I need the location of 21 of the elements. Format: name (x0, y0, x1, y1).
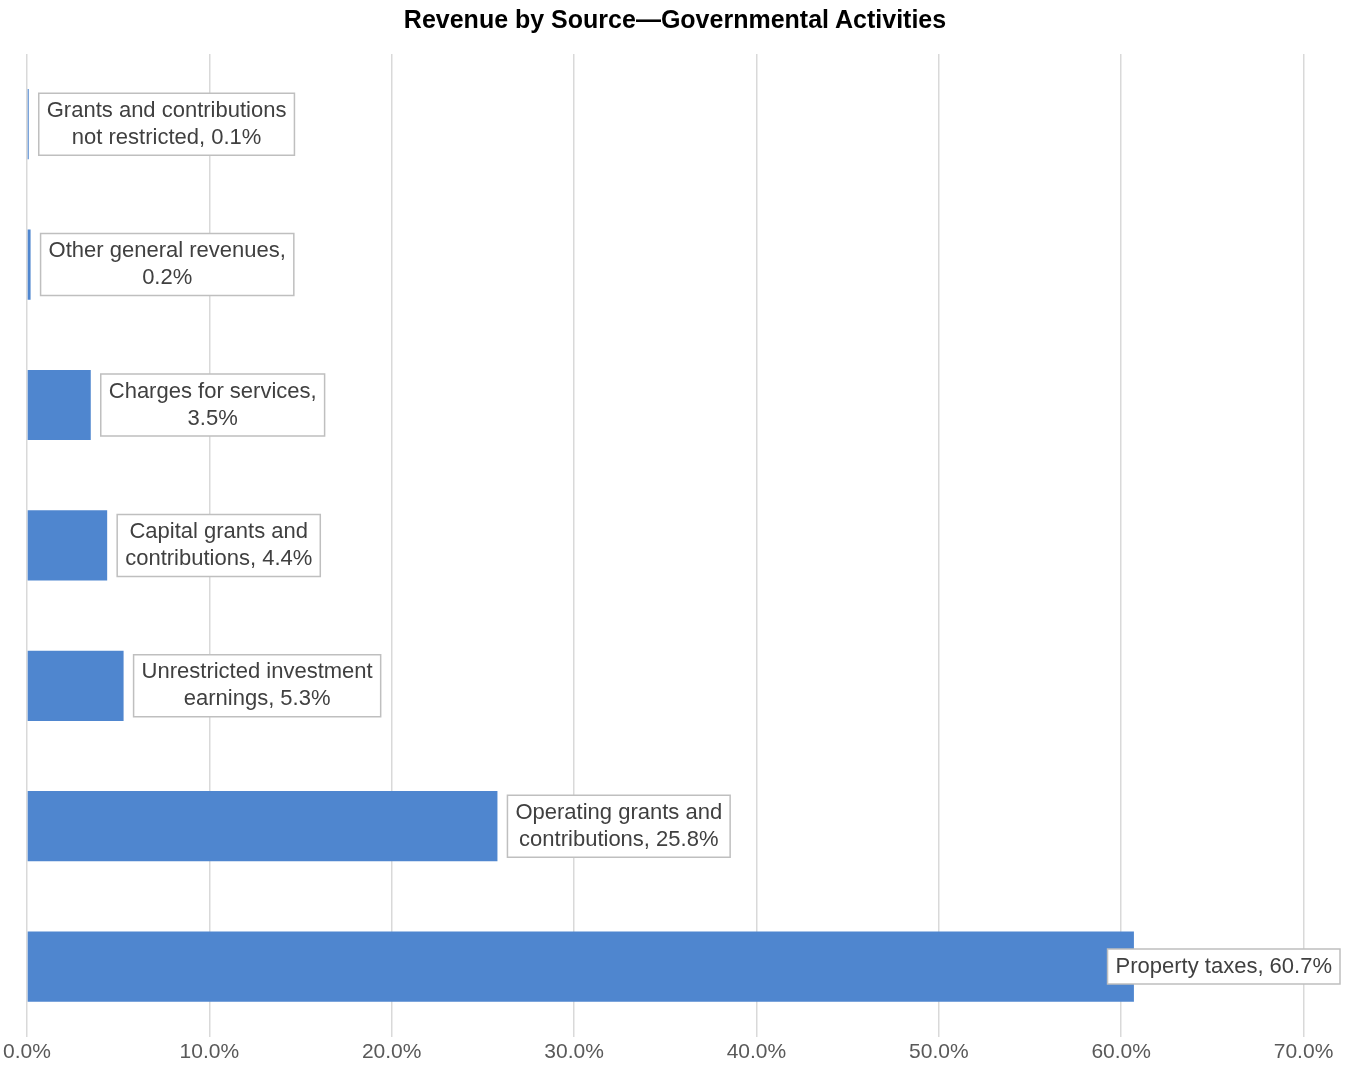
data-label: Charges for services, 3.5% (108, 377, 317, 430)
data-label: Other general revenues, 0.2% (48, 237, 286, 290)
chart-title: Revenue by Source—Governmental Activities (403, 4, 947, 33)
data-label: Operating grants and contributions, 25.8% (515, 798, 723, 851)
data-label: Grants and contributions not restricted, 0.1% (46, 96, 287, 149)
x-tick-label: 70.0% (1273, 1039, 1334, 1063)
x-tick-label: 40.0% (726, 1039, 787, 1063)
bar (27, 791, 498, 862)
bar (27, 229, 31, 300)
x-tick-label: 0.0% (3, 1039, 51, 1063)
bar (27, 510, 108, 581)
data-label: Unrestricted investment earnings, 5.3% (141, 658, 373, 711)
x-tick-label: 30.0% (544, 1039, 604, 1063)
x-tick-label: 60.0% (1091, 1039, 1151, 1063)
x-tick-label: 10.0% (179, 1039, 240, 1063)
data-label: Property taxes, 60.7% (1115, 952, 1332, 978)
x-tick-label: 50.0% (909, 1039, 969, 1063)
data-label: Capital grants and contributions, 4.4% (125, 517, 313, 570)
x-tick-label: 20.0% (361, 1039, 422, 1063)
bar (27, 369, 91, 441)
bar (27, 650, 124, 721)
